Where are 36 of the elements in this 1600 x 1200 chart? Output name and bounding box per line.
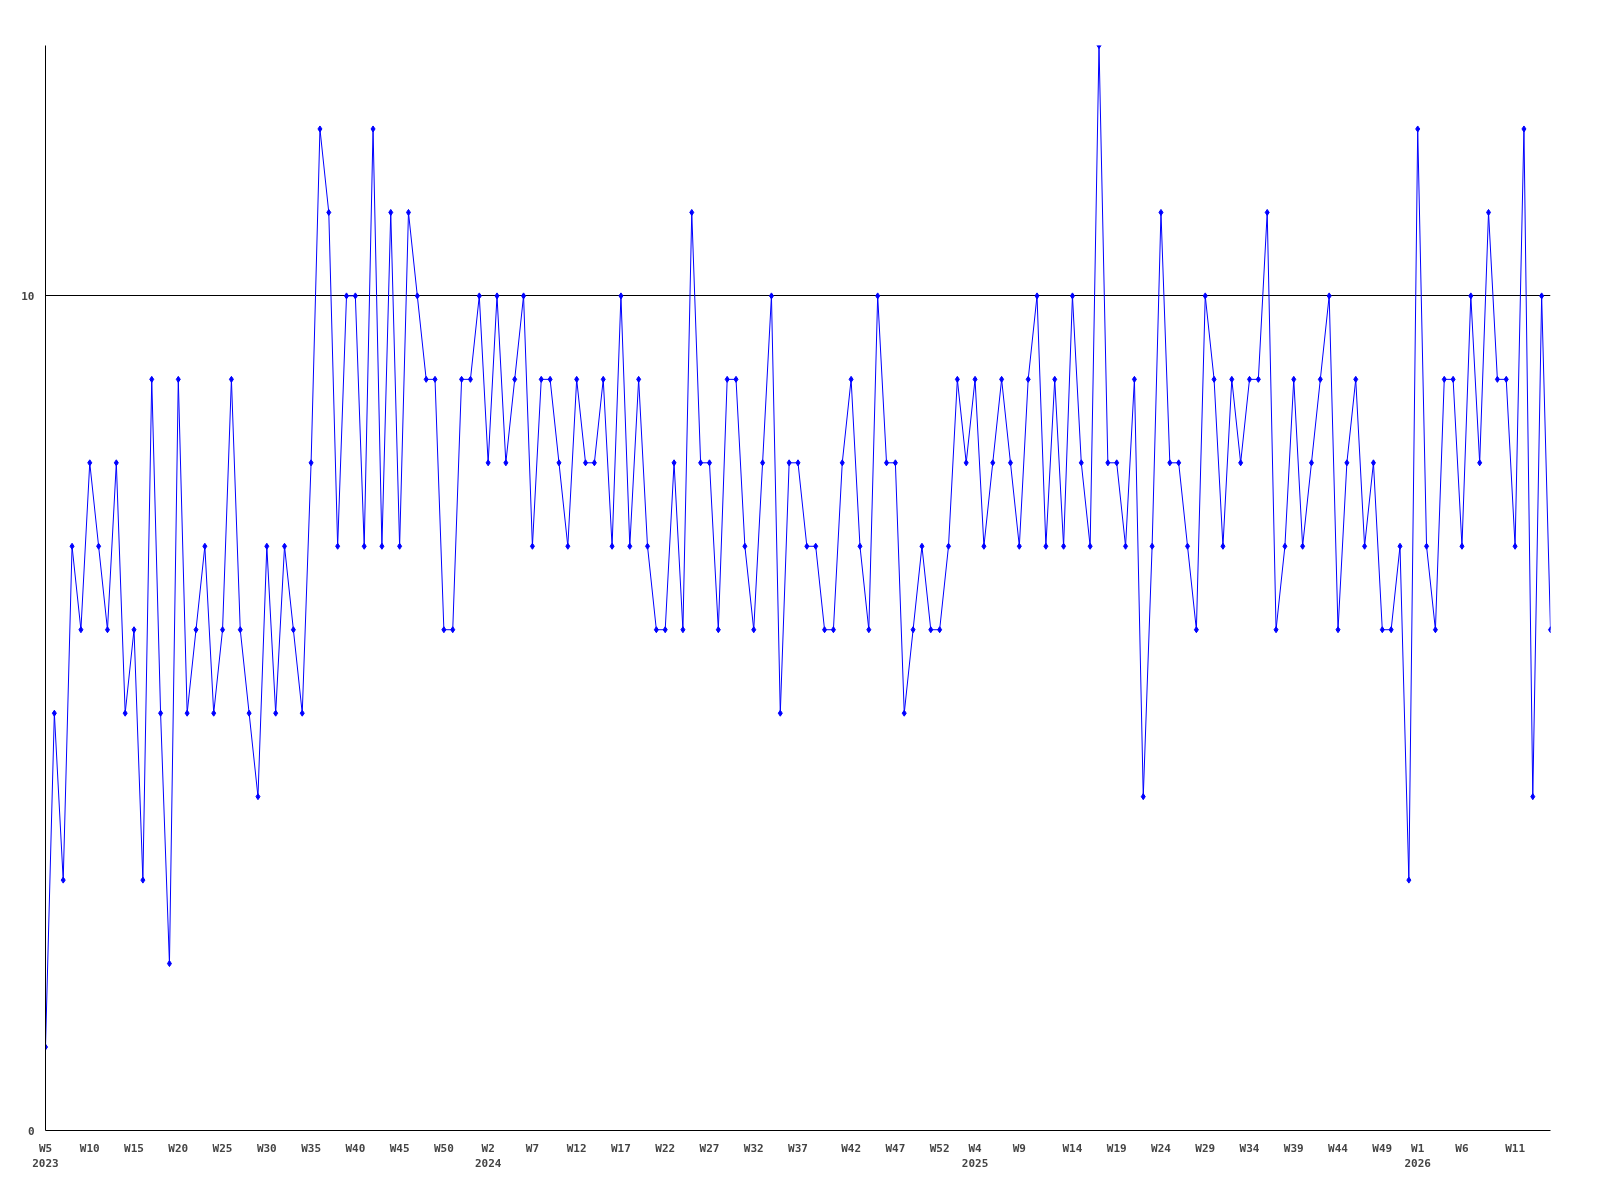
x-tick-label: W6 bbox=[1455, 1141, 1469, 1155]
x-tick-label: W14 bbox=[1062, 1141, 1083, 1155]
x-tick-label: W2 2024 bbox=[474, 1141, 502, 1171]
x-tick-label: W1 2026 bbox=[1404, 1141, 1432, 1171]
x-tick-label: W39 bbox=[1283, 1141, 1304, 1155]
x-tick-label: W47 bbox=[885, 1141, 906, 1155]
x-tick-label: W20 bbox=[168, 1141, 189, 1155]
x-tick-label: W11 bbox=[1505, 1141, 1526, 1155]
x-tick-label: W19 bbox=[1106, 1141, 1127, 1155]
x-tick-label: W37 bbox=[788, 1141, 808, 1155]
x-tick-label: W30 bbox=[256, 1141, 277, 1155]
x-tick-label: W5 2023 bbox=[32, 1141, 59, 1171]
x-tick-label: W44 bbox=[1328, 1141, 1349, 1155]
x-tick-label: W7 bbox=[525, 1141, 540, 1155]
x-tick-label: W42 bbox=[841, 1141, 862, 1155]
x-tick-label: W27 bbox=[699, 1141, 720, 1155]
x-tick-label: W4 2025 bbox=[961, 1141, 989, 1171]
x-tick-label: W12 bbox=[566, 1141, 587, 1155]
y-tick-label: 10 bbox=[21, 289, 35, 303]
x-tick-label: W22 bbox=[655, 1141, 676, 1155]
x-tick-label: W15 bbox=[124, 1141, 144, 1155]
x-tick-label: W10 bbox=[79, 1141, 100, 1155]
x-tick-label: W25 bbox=[212, 1141, 233, 1155]
x-tick-label: W32 bbox=[743, 1141, 764, 1155]
x-tick-label: W17 bbox=[611, 1141, 631, 1155]
y-tick-label: 0 bbox=[27, 1124, 35, 1138]
x-tick-label: W45 bbox=[389, 1141, 410, 1155]
x-tick-label: W52 bbox=[929, 1141, 950, 1155]
x-tick-label: W49 bbox=[1372, 1141, 1393, 1155]
x-tick-label: W40 bbox=[345, 1141, 366, 1155]
x-tick-label: W34 bbox=[1239, 1141, 1260, 1155]
x-tick-label: W9 bbox=[1012, 1141, 1026, 1155]
x-tick-label: W50 bbox=[433, 1141, 454, 1155]
x-tick-label: W29 bbox=[1195, 1141, 1216, 1155]
x-tick-label: W24 bbox=[1151, 1141, 1172, 1155]
x-tick-label: W35 bbox=[301, 1141, 322, 1155]
